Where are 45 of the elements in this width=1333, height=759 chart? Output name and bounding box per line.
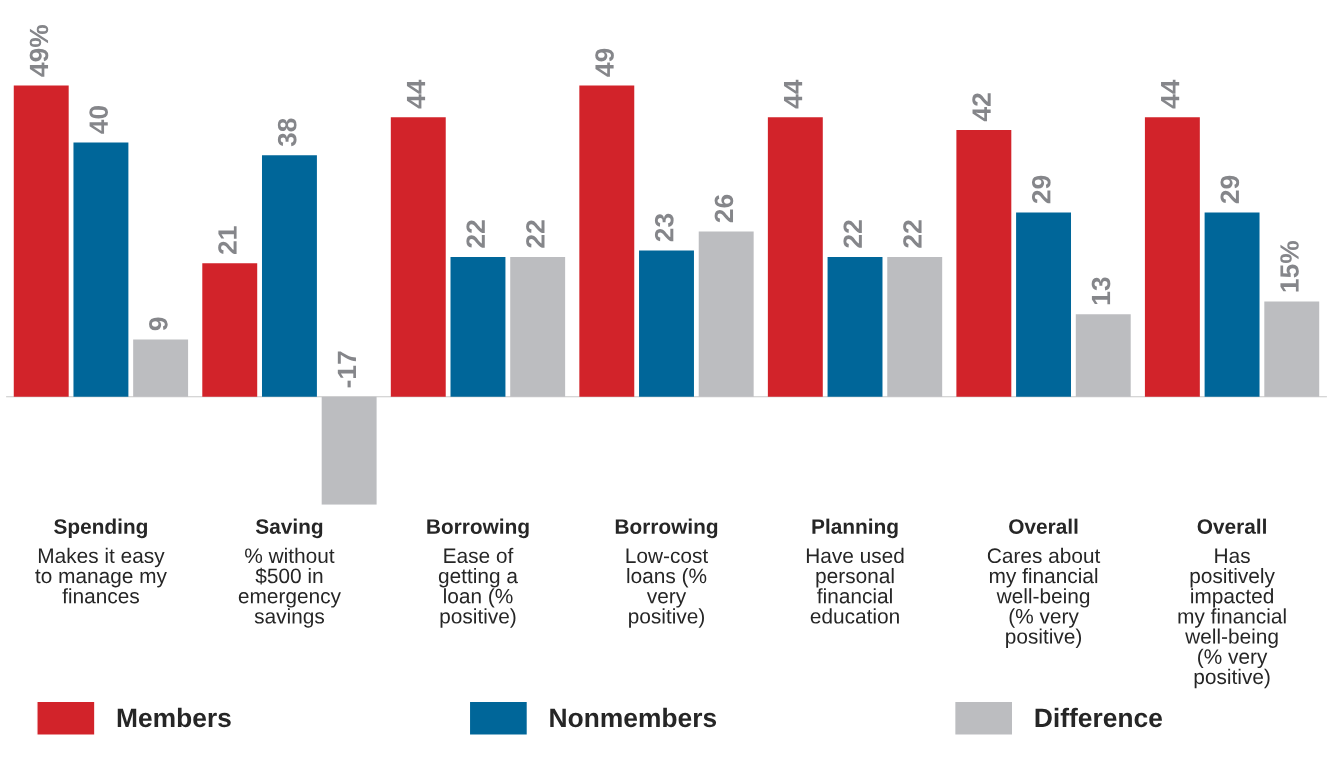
data-label: 44 <box>406 79 426 109</box>
x-tick-label: Spending Makes it easy to manage my finances <box>35 518 167 604</box>
legend-label: Members <box>117 707 231 728</box>
x-tick-label: Overall Cares about my financial well-being (% very positive) <box>987 518 1101 648</box>
data-label: 9 <box>149 317 168 331</box>
bar <box>639 250 694 397</box>
bar <box>390 117 446 397</box>
legend-label: Nonmembers <box>550 707 717 728</box>
data-label: 23 <box>654 213 674 242</box>
bar <box>827 256 883 397</box>
bar <box>261 155 317 397</box>
data-label: 38 <box>277 118 297 147</box>
bar <box>202 263 258 397</box>
data-label: 22 <box>526 220 545 248</box>
data-label: 40 <box>89 105 109 134</box>
data-label: 22 <box>843 220 862 248</box>
data-label: 29 <box>1031 175 1051 204</box>
data-label: 13 <box>1091 277 1111 305</box>
data-label: 42 <box>972 93 991 122</box>
data-label: 22 <box>903 220 922 248</box>
x-tick-label: Overall Has positively impacted my financial well-being (% very positive) <box>1178 518 1286 689</box>
data-label: 44 <box>1161 79 1180 109</box>
bar <box>1204 212 1260 397</box>
x-tick-label: Borrowing Ease of getting a loan (% positive) <box>427 518 529 628</box>
data-label: 49% <box>29 24 49 77</box>
data-label: 26 <box>714 194 734 223</box>
data-label: 49 <box>595 48 614 77</box>
legend-label: Difference <box>1035 707 1162 728</box>
bar <box>1144 117 1200 397</box>
bar <box>13 85 69 397</box>
data-label: 22 <box>466 220 485 248</box>
bar <box>450 256 506 397</box>
x-tick-label: Borrowing Low-cost loans (% very positive) <box>615 518 718 628</box>
bar <box>767 117 823 397</box>
bar <box>579 85 635 397</box>
bar <box>73 142 129 397</box>
x-tick-label: Planning Have used personal financial education <box>806 518 904 624</box>
data-label: 15% <box>1280 240 1299 292</box>
bar <box>956 129 1012 397</box>
bar <box>1016 212 1072 397</box>
data-label: 29 <box>1220 175 1240 204</box>
data-label: 21 <box>218 226 237 255</box>
data-label: -17 <box>337 351 356 388</box>
x-tick-label: Saving % without $500 in emergency savings <box>238 518 341 628</box>
data-label: 44 <box>783 79 803 109</box>
